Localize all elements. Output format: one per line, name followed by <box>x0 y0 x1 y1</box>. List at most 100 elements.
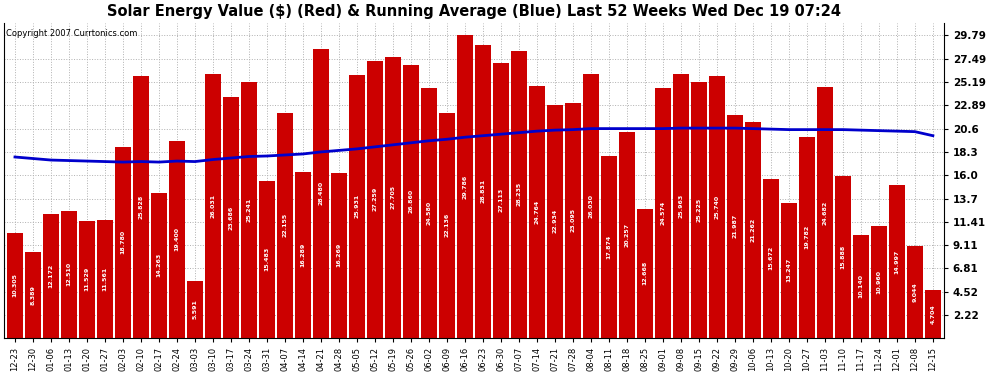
Text: 5.591: 5.591 <box>192 299 197 319</box>
Bar <box>349 75 364 338</box>
Bar <box>763 178 778 338</box>
Text: 10.305: 10.305 <box>13 273 18 297</box>
Text: 25.828: 25.828 <box>139 195 144 219</box>
Bar <box>169 141 184 338</box>
Bar <box>115 147 131 338</box>
Bar <box>313 49 329 338</box>
Text: 10.140: 10.140 <box>858 274 863 298</box>
Text: 29.786: 29.786 <box>462 174 467 199</box>
Text: 12.172: 12.172 <box>49 264 53 288</box>
Text: 25.740: 25.740 <box>715 195 720 219</box>
Bar <box>691 82 707 338</box>
Bar <box>728 114 742 338</box>
Bar <box>224 97 239 338</box>
Text: 14.997: 14.997 <box>894 249 899 274</box>
Text: 22.155: 22.155 <box>282 213 287 237</box>
Bar <box>277 113 293 338</box>
Text: 14.263: 14.263 <box>156 253 161 278</box>
Text: 8.389: 8.389 <box>31 285 36 305</box>
Bar <box>926 290 940 338</box>
Bar <box>745 122 760 338</box>
Bar <box>493 63 509 338</box>
Bar <box>871 226 886 338</box>
Bar <box>655 88 670 338</box>
Text: 25.225: 25.225 <box>696 198 701 222</box>
Bar <box>295 172 311 338</box>
Bar <box>134 76 148 338</box>
Bar <box>889 185 905 338</box>
Text: 27.113: 27.113 <box>498 188 504 212</box>
Bar <box>440 113 454 338</box>
Bar <box>620 132 635 338</box>
Text: 19.400: 19.400 <box>174 227 179 251</box>
Text: 24.574: 24.574 <box>660 201 665 225</box>
Text: 19.782: 19.782 <box>805 225 810 249</box>
Text: 11.529: 11.529 <box>84 267 89 291</box>
Text: 28.831: 28.831 <box>480 179 485 204</box>
Bar <box>26 252 41 338</box>
Text: 23.686: 23.686 <box>229 205 234 230</box>
Bar <box>781 203 797 338</box>
Text: 4.704: 4.704 <box>931 304 936 324</box>
Text: 12.668: 12.668 <box>643 261 647 285</box>
Bar <box>61 211 76 338</box>
Bar <box>7 233 23 338</box>
Text: 18.780: 18.780 <box>121 230 126 254</box>
Text: 22.136: 22.136 <box>445 213 449 237</box>
Text: 25.931: 25.931 <box>354 194 359 218</box>
Text: 24.580: 24.580 <box>427 201 432 225</box>
Text: 22.934: 22.934 <box>552 209 557 233</box>
Text: 25.241: 25.241 <box>247 197 251 222</box>
Bar <box>259 180 274 338</box>
Bar <box>97 220 113 338</box>
Text: 28.235: 28.235 <box>517 182 522 207</box>
Text: 26.031: 26.031 <box>211 194 216 217</box>
Text: 13.247: 13.247 <box>786 258 791 282</box>
Bar <box>457 35 472 338</box>
Text: 16.289: 16.289 <box>300 243 306 267</box>
Text: 23.095: 23.095 <box>570 209 575 232</box>
Bar <box>422 88 437 338</box>
Text: 26.030: 26.030 <box>588 194 593 217</box>
Bar <box>601 156 617 338</box>
Text: 21.987: 21.987 <box>733 214 738 238</box>
Bar <box>332 172 346 338</box>
Text: 26.860: 26.860 <box>409 189 414 213</box>
Text: 25.963: 25.963 <box>678 194 683 218</box>
Text: 24.682: 24.682 <box>823 200 828 225</box>
Bar <box>530 86 544 338</box>
Bar <box>853 235 868 338</box>
Bar <box>907 246 923 338</box>
Text: 21.262: 21.262 <box>750 217 755 242</box>
Text: 15.888: 15.888 <box>841 245 845 269</box>
Bar <box>817 87 833 338</box>
Bar <box>547 105 562 338</box>
Text: 15.483: 15.483 <box>264 247 269 271</box>
Bar <box>836 176 850 338</box>
Title: Solar Energy Value ($) (Red) & Running Average (Blue) Last 52 Weeks Wed Dec 19 0: Solar Energy Value ($) (Red) & Running A… <box>107 4 841 19</box>
Bar <box>44 214 58 338</box>
Text: 27.705: 27.705 <box>390 185 395 209</box>
Bar <box>673 74 689 338</box>
Bar <box>187 281 203 338</box>
Text: 15.672: 15.672 <box>768 246 773 270</box>
Text: 27.259: 27.259 <box>372 187 377 211</box>
Text: 12.510: 12.510 <box>66 262 71 286</box>
Text: 20.257: 20.257 <box>625 223 630 247</box>
Text: 10.960: 10.960 <box>876 270 881 294</box>
Bar <box>79 220 95 338</box>
Text: 11.561: 11.561 <box>102 267 108 291</box>
Bar <box>638 209 652 338</box>
Text: 24.764: 24.764 <box>535 200 540 224</box>
Bar <box>565 103 580 338</box>
Bar <box>242 81 256 338</box>
Text: Copyright 2007 Currtonics.com: Copyright 2007 Currtonics.com <box>6 29 138 38</box>
Bar <box>151 193 166 338</box>
Bar <box>403 65 419 338</box>
Bar <box>511 51 527 338</box>
Text: 28.480: 28.480 <box>319 181 324 205</box>
Bar <box>475 45 491 338</box>
Bar <box>205 74 221 338</box>
Bar <box>709 76 725 338</box>
Text: 16.269: 16.269 <box>337 243 342 267</box>
